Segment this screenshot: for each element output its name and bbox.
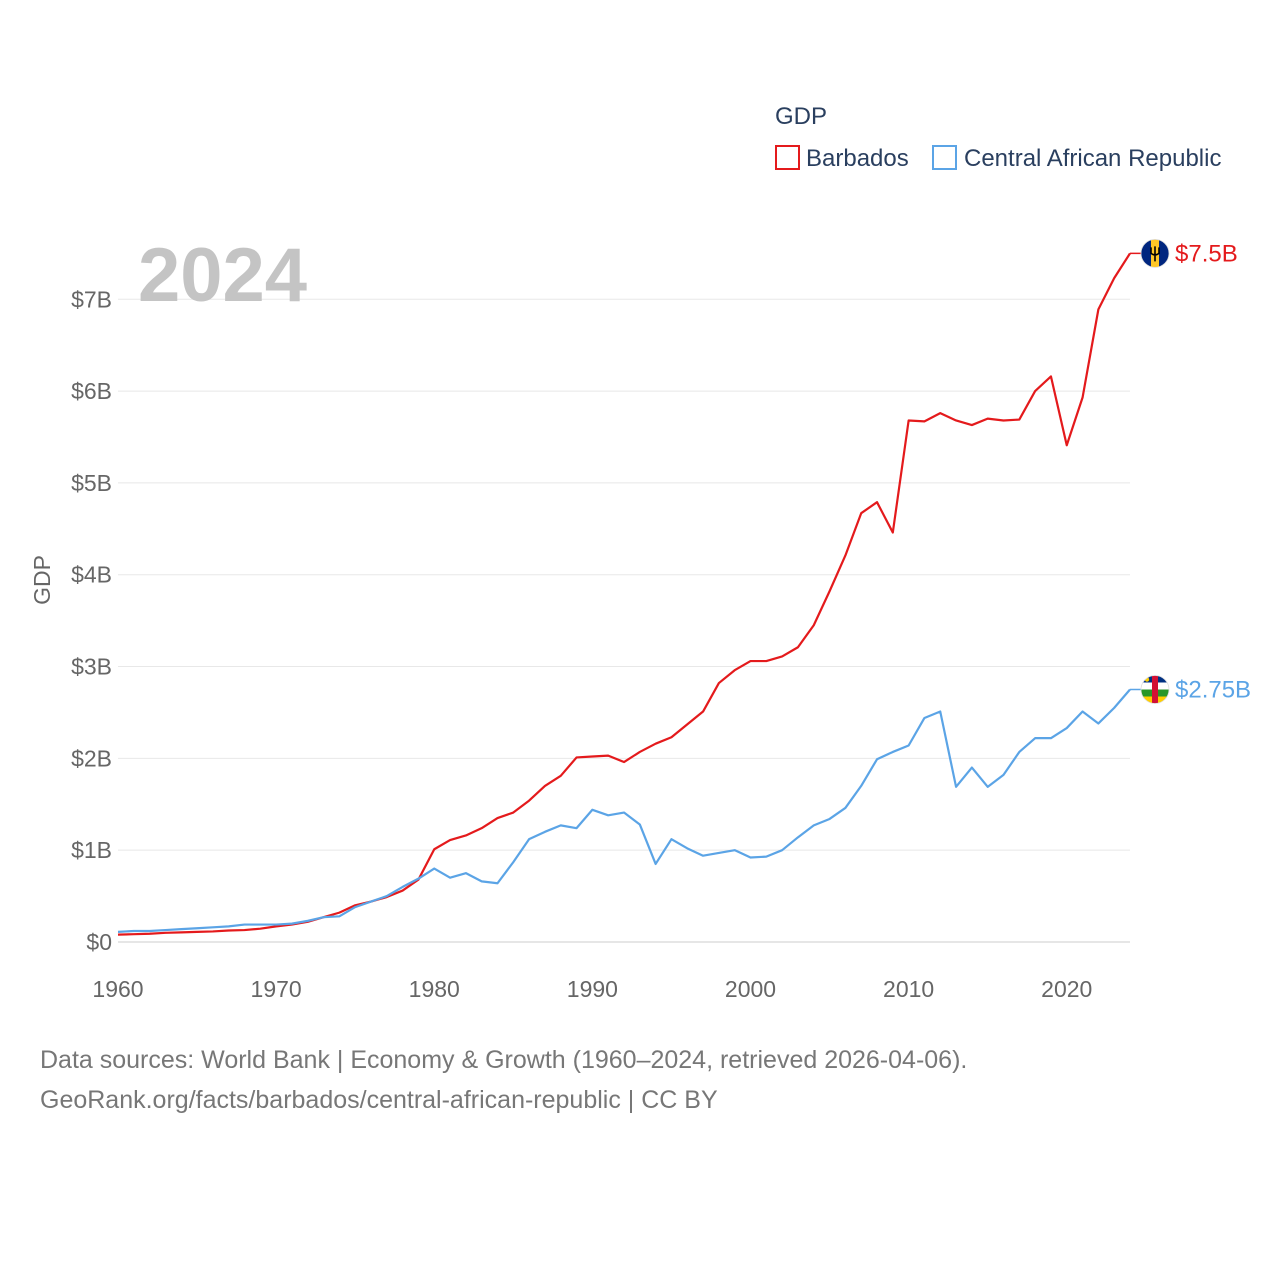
legend-label-barbados: Barbados [806,145,909,172]
series-lines [117,252,1131,936]
x-tick-label: 1960 [92,976,143,1002]
source-line-2: GeoRank.org/facts/barbados/central-afric… [40,1086,718,1114]
x-tick-label: 1980 [409,976,460,1002]
legend-swatch-barbados [775,145,800,170]
source-note: Data sources: World Bank | Economy & Gro… [40,1040,967,1120]
source-line-1: Data sources: World Bank | Economy & Gro… [40,1046,968,1074]
gridlines [118,298,1130,851]
legend-item-central-african-republic[interactable]: Central African Republic [932,145,1221,172]
x-tick-label: 1970 [251,976,302,1002]
y-tick-label: $0 [86,929,112,955]
legend-label-central-african-republic: Central African Republic [964,145,1221,172]
end-label-central-african-republic: $2.75B [1175,677,1251,704]
y-axis-ticks: $0 $1B $2B $3B $4B $5B $6B $7B [71,286,112,955]
series-line-barbados [117,252,1131,936]
y-tick-label: $5B [71,470,112,496]
y-tick-label: $4B [71,562,112,588]
y-axis-title: GDP [29,555,55,605]
x-tick-label: 2010 [883,976,934,1002]
year-label: 2024 [138,233,307,318]
legend[interactable]: GDP Barbados Central African Republic [775,103,1221,172]
series-line-central-african-republic [117,688,1131,933]
y-tick-label: $3B [71,654,112,680]
x-tick-label: 1990 [567,976,618,1002]
series-endpoints: $7.5B $2.75B [1130,238,1251,704]
flag-icon-central-african-republic [1140,675,1170,704]
end-label-barbados: $7.5B [1175,240,1238,267]
y-tick-label: $2B [71,745,112,771]
x-axis-ticks: 1960 1970 1980 1990 2000 2010 2020 [92,976,1092,1002]
x-tick-label: 2000 [725,976,776,1002]
legend-swatch-central-african-republic [932,145,957,170]
legend-title: GDP [775,103,827,130]
y-tick-label: $7B [71,286,112,312]
flag-icon-barbados [1140,238,1170,268]
y-tick-label: $6B [71,378,112,404]
y-tick-label: $1B [71,837,112,863]
x-tick-label: 2020 [1041,976,1092,1002]
legend-item-barbados[interactable]: Barbados [775,145,909,172]
